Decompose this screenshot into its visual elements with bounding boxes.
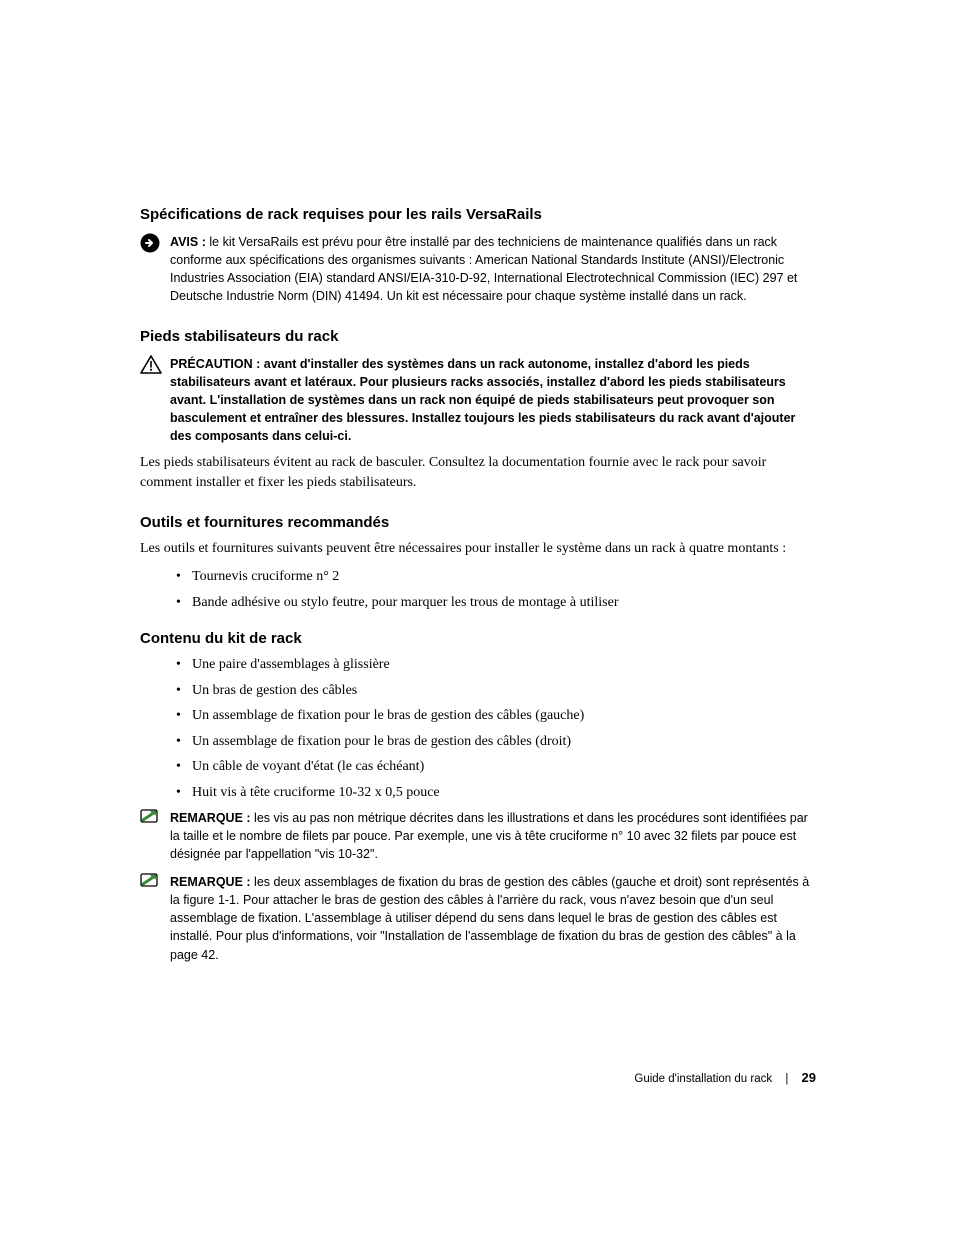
note-lead-2: REMARQUE : — [170, 875, 251, 889]
notice-text: AVIS : le kit VersaRails est prévu pour … — [170, 233, 816, 306]
caution-text: PRÉCAUTION : avant d'installer des systè… — [170, 355, 816, 446]
heading-stabilisateurs: Pieds stabilisateurs du rack — [140, 328, 816, 345]
note-lead-1: REMARQUE : — [170, 811, 251, 825]
heading-outils: Outils et fournitures recommandés — [140, 514, 816, 531]
heading-specifications: Spécifications de rack requises pour les… — [140, 206, 816, 223]
list-item: Un câble de voyant d'état (le cas échéan… — [176, 757, 816, 777]
list-item: Un assemblage de fixation pour le bras d… — [176, 732, 816, 752]
page-footer: Guide d'installation du rack | 29 — [634, 1070, 816, 1085]
note-icon — [140, 809, 162, 825]
list-item: Un bras de gestion des câbles — [176, 681, 816, 701]
heading-contenu: Contenu du kit de rack — [140, 630, 816, 647]
list-item: Bande adhésive ou stylo feutre, pour mar… — [176, 593, 816, 613]
notice-lead: AVIS : — [170, 235, 206, 249]
footer-separator: | — [785, 1073, 788, 1085]
note-body-1: les vis au pas non métrique décrites dan… — [170, 811, 808, 861]
list-item: Un assemblage de fixation pour le bras d… — [176, 706, 816, 726]
note-callout-1: REMARQUE : les vis au pas non métrique d… — [140, 809, 816, 863]
note-text-1: REMARQUE : les vis au pas non métrique d… — [170, 809, 816, 863]
caution-body: avant d'installer des systèmes dans un r… — [170, 357, 795, 444]
notice-body: le kit VersaRails est prévu pour être in… — [170, 235, 797, 303]
outils-list: Tournevis cruciforme n° 2 Bande adhésive… — [140, 567, 816, 612]
caution-lead: PRÉCAUTION : — [170, 357, 260, 371]
stabilisateurs-body: Les pieds stabilisateurs évitent au rack… — [140, 453, 816, 492]
note-body-2: les deux assemblages de fixation du bras… — [170, 875, 809, 962]
page-number: 29 — [802, 1070, 816, 1085]
contenu-list: Une paire d'assemblages à glissière Un b… — [140, 655, 816, 803]
note-icon — [140, 873, 162, 889]
note-callout-2: REMARQUE : les deux assemblages de fixat… — [140, 873, 816, 964]
notice-icon — [140, 233, 162, 253]
list-item: Huit vis à tête cruciforme 10-32 x 0,5 p… — [176, 783, 816, 803]
list-item: Une paire d'assemblages à glissière — [176, 655, 816, 675]
caution-icon — [140, 355, 162, 374]
list-item: Tournevis cruciforme n° 2 — [176, 567, 816, 587]
document-page: Spécifications de rack requises pour les… — [0, 0, 954, 1235]
notice-callout: AVIS : le kit VersaRails est prévu pour … — [140, 233, 816, 306]
outils-body: Les outils et fournitures suivants peuve… — [140, 539, 816, 559]
footer-title: Guide d'installation du rack — [634, 1073, 772, 1085]
note-text-2: REMARQUE : les deux assemblages de fixat… — [170, 873, 816, 964]
caution-callout: PRÉCAUTION : avant d'installer des systè… — [140, 355, 816, 446]
